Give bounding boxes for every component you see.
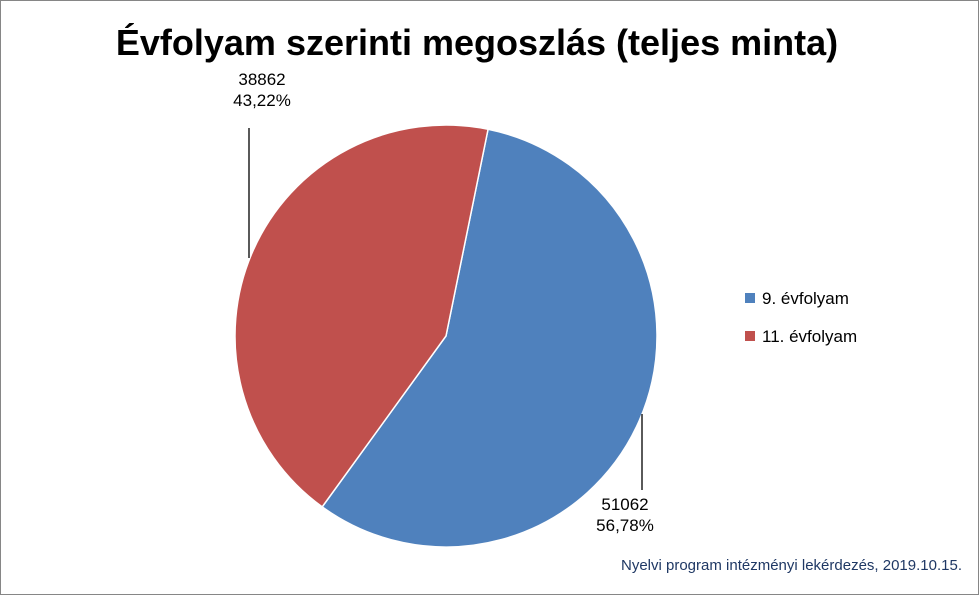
pie-slice-9-evfolyam	[321, 128, 658, 548]
legend-label-11-evfolyam: 11. évfolyam	[762, 327, 857, 346]
data-labels: 51062 56,78% 38862 43,22%	[233, 70, 654, 535]
legend: 9. évfolyam 11. évfolyam	[745, 289, 857, 346]
data-label-percent-9-evfolyam: 56,78%	[596, 516, 654, 535]
source-note: Nyelvi program intézményi lekérdezés, 20…	[621, 557, 962, 574]
legend-label-9-evfolyam: 9. évfolyam	[762, 289, 849, 308]
leader-lines	[248, 128, 643, 490]
chart-title: Évfolyam szerinti megoszlás (teljes mint…	[116, 22, 838, 63]
pie-slices	[234, 124, 658, 548]
data-label-percent-11-evfolyam: 43,22%	[233, 91, 291, 110]
data-label-value-11-evfolyam: 38862	[238, 70, 285, 89]
pie-slice-11-evfolyam	[234, 124, 489, 508]
data-label-value-9-evfolyam: 51062	[601, 495, 648, 514]
legend-swatch-9-evfolyam	[745, 293, 755, 303]
legend-swatch-11-evfolyam	[745, 331, 755, 341]
